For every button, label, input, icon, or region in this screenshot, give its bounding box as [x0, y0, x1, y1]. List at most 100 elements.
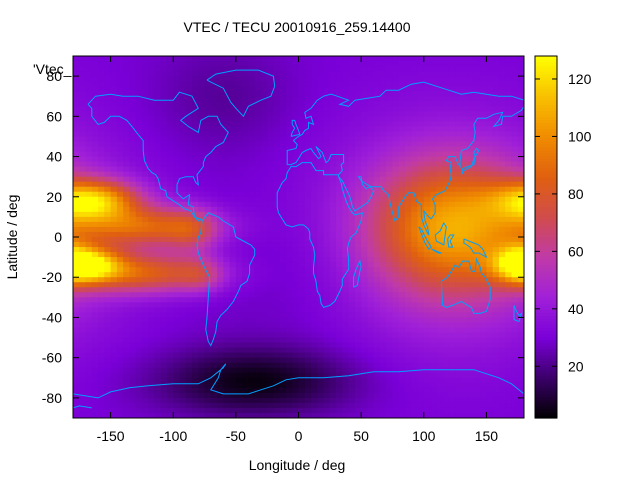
heatmap-cell	[379, 277, 387, 283]
heatmap-cell	[279, 81, 287, 87]
heatmap-cell	[242, 96, 249, 102]
heatmap-cell	[304, 156, 312, 163]
heatmap-cell	[141, 257, 149, 263]
heatmap-cell	[91, 71, 99, 77]
heatmap-cell	[235, 257, 243, 263]
heatmap-cell	[254, 61, 262, 67]
heatmap-cell	[260, 176, 268, 183]
heatmap-cell	[148, 377, 156, 384]
heatmap-cell	[123, 151, 130, 158]
heatmap-cell	[267, 166, 275, 173]
heatmap-cell	[285, 111, 293, 117]
heatmap-cell	[98, 141, 105, 148]
heatmap-cell	[398, 161, 406, 168]
heatmap-cell	[91, 282, 99, 288]
heatmap-cell	[436, 76, 444, 82]
heatmap-cell	[398, 116, 406, 122]
heatmap-cell	[436, 81, 444, 87]
heatmap-cell	[160, 61, 168, 67]
heatmap-cell	[486, 216, 494, 223]
heatmap-cell	[285, 317, 293, 324]
heatmap-cell	[354, 387, 362, 394]
heatmap-cell	[423, 317, 431, 324]
heatmap-cell	[173, 272, 181, 278]
heatmap-cell	[379, 317, 387, 324]
heatmap-cell	[423, 56, 431, 62]
heatmap-cell	[411, 282, 419, 288]
heatmap-cell	[141, 302, 149, 308]
heatmap-cell	[317, 151, 325, 158]
heatmap-cell	[417, 262, 425, 268]
heatmap-cell	[417, 156, 425, 163]
heatmap-cell	[179, 307, 187, 314]
heatmap-cell	[423, 191, 431, 198]
heatmap-cell	[192, 302, 199, 308]
heatmap-cell	[398, 191, 406, 198]
heatmap-cell	[323, 181, 331, 188]
heatmap-cell	[298, 231, 306, 238]
heatmap-cell	[373, 372, 381, 379]
heatmap-cell	[492, 226, 500, 233]
heatmap-cell	[273, 272, 281, 278]
heatmap-cell	[473, 176, 481, 183]
heatmap-cell	[392, 277, 400, 283]
heatmap-cell	[292, 322, 300, 329]
heatmap-cell	[229, 267, 237, 273]
heatmap-cell	[254, 126, 262, 133]
heatmap-cell	[373, 116, 381, 122]
heatmap-cell	[135, 262, 143, 268]
heatmap-cell	[285, 141, 293, 148]
heatmap-cell	[160, 312, 168, 319]
heatmap-cell	[505, 166, 513, 173]
heatmap-cell	[304, 151, 312, 158]
heatmap-cell	[448, 131, 456, 138]
heatmap-cell	[442, 76, 450, 82]
heatmap-cell	[348, 377, 356, 384]
heatmap-cell	[348, 121, 356, 127]
heatmap-cell	[166, 327, 174, 334]
heatmap-cell	[217, 96, 224, 102]
heatmap-cell	[185, 116, 193, 122]
heatmap-cell	[442, 176, 450, 183]
heatmap-cell	[110, 196, 118, 203]
heatmap-cell	[455, 387, 462, 394]
heatmap-cell	[198, 277, 206, 283]
heatmap-cell	[73, 116, 80, 122]
heatmap-cell	[192, 131, 199, 138]
heatmap-cell	[311, 201, 318, 208]
heatmap-cell	[248, 181, 256, 188]
heatmap-cell	[442, 131, 450, 138]
heatmap-cell	[242, 302, 249, 308]
heatmap-cell	[166, 171, 174, 178]
heatmap-cell	[179, 76, 187, 82]
heatmap-cell	[480, 141, 488, 148]
heatmap-cell	[411, 332, 419, 339]
heatmap-cell	[461, 61, 469, 67]
heatmap-cell	[154, 191, 162, 198]
heatmap-cell	[486, 377, 494, 384]
heatmap-cell	[505, 151, 513, 158]
heatmap-cell	[430, 387, 437, 394]
heatmap-cell	[141, 312, 149, 319]
heatmap-cell	[279, 206, 287, 213]
heatmap-cell	[298, 322, 306, 329]
heatmap-cell	[461, 392, 469, 399]
heatmap-cell	[492, 307, 500, 314]
heatmap-cell	[323, 237, 331, 243]
heatmap-cell	[110, 242, 118, 248]
heatmap-cell	[354, 91, 362, 97]
heatmap-cell	[110, 231, 118, 238]
heatmap-cell	[160, 121, 168, 127]
heatmap-cell	[79, 91, 87, 97]
heatmap-cell	[135, 357, 143, 364]
heatmap-cell	[423, 216, 431, 223]
heatmap-cell	[298, 297, 306, 303]
heatmap-cell	[367, 206, 375, 213]
heatmap-cell	[417, 277, 425, 283]
heatmap-cell	[361, 186, 368, 193]
heatmap-cell	[242, 231, 249, 238]
heatmap-cell	[254, 191, 262, 198]
heatmap-cell	[248, 382, 256, 389]
heatmap-cell	[166, 402, 174, 409]
heatmap-cell	[336, 252, 343, 258]
